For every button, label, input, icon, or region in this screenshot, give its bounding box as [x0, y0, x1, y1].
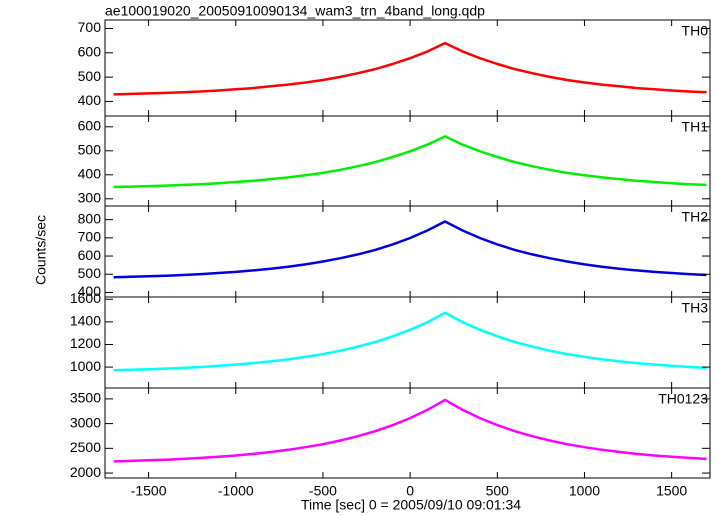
y-tick-label: 500: [78, 265, 102, 281]
y-tick-label: 300: [78, 190, 102, 206]
x-tick-label: -1500: [131, 483, 167, 499]
panel-frame: [104, 205, 711, 298]
x-tick-label: 1500: [656, 483, 687, 499]
y-tick-label: 3000: [70, 414, 101, 430]
x-axis-label: Time [sec] 0 = 2005/09/10 09:01:34: [301, 497, 521, 513]
y-tick-label: 3500: [70, 390, 101, 406]
y-tick-label: 800: [78, 210, 102, 226]
chart-title: ae100019020_20050910090134_wam3_trn_4ban…: [105, 3, 485, 19]
panel-label: TH0: [682, 23, 709, 39]
panel-frame: [104, 387, 711, 479]
panel-label: TH1: [682, 119, 709, 135]
light-curve: [113, 398, 707, 463]
y-tick-label: 600: [78, 247, 102, 263]
x-tick-label: 0: [406, 483, 414, 499]
panel-label: TH0123: [658, 391, 708, 407]
panel-label: TH2: [682, 209, 709, 225]
panel-frame: [104, 19, 711, 117]
y-tick-label: 700: [78, 229, 102, 245]
y-tick-label: 600: [78, 44, 102, 60]
y-tick-label: 500: [78, 142, 102, 158]
y-tick-label: 1200: [70, 335, 101, 351]
y-tick-label: 600: [78, 118, 102, 134]
y-tick-label: 2500: [70, 439, 101, 455]
y-tick-label: 400: [78, 166, 102, 182]
panel-frame: [104, 115, 711, 207]
y-tick-label: 1400: [70, 313, 101, 329]
panel-label: TH3: [682, 300, 709, 316]
light-curve: [113, 135, 707, 189]
x-tick-label: -1000: [218, 483, 254, 499]
light-curve: [113, 311, 707, 372]
y-tick-label: 2000: [70, 464, 101, 480]
y-tick-label: 500: [78, 68, 102, 84]
panel-frame: [104, 296, 711, 389]
y-tick-label: 400: [78, 92, 102, 108]
y-tick-label: 1600: [70, 290, 101, 306]
light-curve: [113, 220, 707, 279]
y-axis-label: Counts/sec: [33, 215, 49, 285]
light-curve: [113, 41, 707, 96]
x-tick-label: -500: [309, 483, 337, 499]
y-tick-label: 700: [78, 19, 102, 35]
x-tick-label: 500: [486, 483, 510, 499]
y-tick-label: 1000: [70, 358, 101, 374]
y-tick-label: 400: [78, 283, 102, 299]
x-tick-label: 1000: [569, 483, 600, 499]
